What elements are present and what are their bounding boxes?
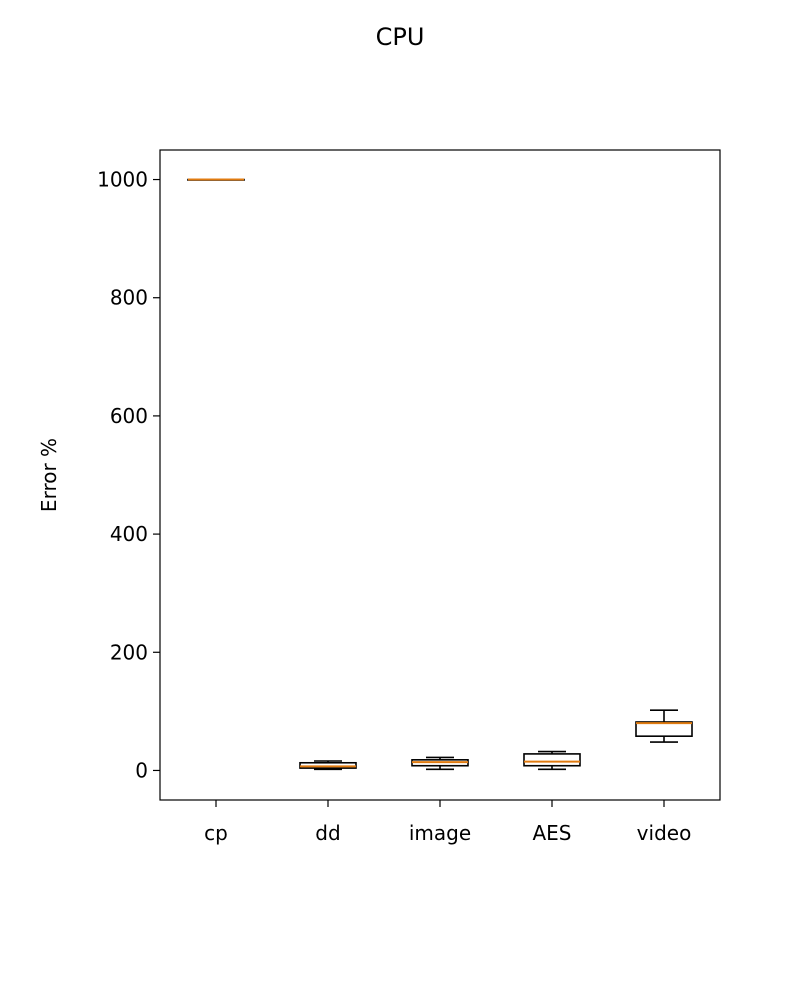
y-tick-label-400: 400 bbox=[110, 522, 148, 546]
x-tick-label-cp: cp bbox=[204, 821, 228, 845]
y-tick-label-200: 200 bbox=[110, 640, 148, 664]
y-axis-label: Error % bbox=[37, 438, 61, 512]
box-AES bbox=[523, 753, 581, 767]
x-tick-label-AES: AES bbox=[532, 821, 571, 845]
x-tick-label-video: video bbox=[637, 821, 692, 845]
y-tick-label-600: 600 bbox=[110, 404, 148, 428]
box-video bbox=[635, 721, 693, 737]
chart-title: CPU bbox=[376, 23, 425, 51]
plot-area: 0 200 400 600 800 1000 cp dd image AES video bbox=[97, 168, 693, 845]
y-tick-label-800: 800 bbox=[110, 286, 148, 310]
y-tick-label-1000: 1000 bbox=[97, 168, 148, 192]
x-tick-label-dd: dd bbox=[315, 821, 340, 845]
plot-frame bbox=[159, 149, 721, 801]
x-tick-label-image: image bbox=[409, 821, 471, 845]
y-tick-label-0: 0 bbox=[135, 758, 148, 782]
